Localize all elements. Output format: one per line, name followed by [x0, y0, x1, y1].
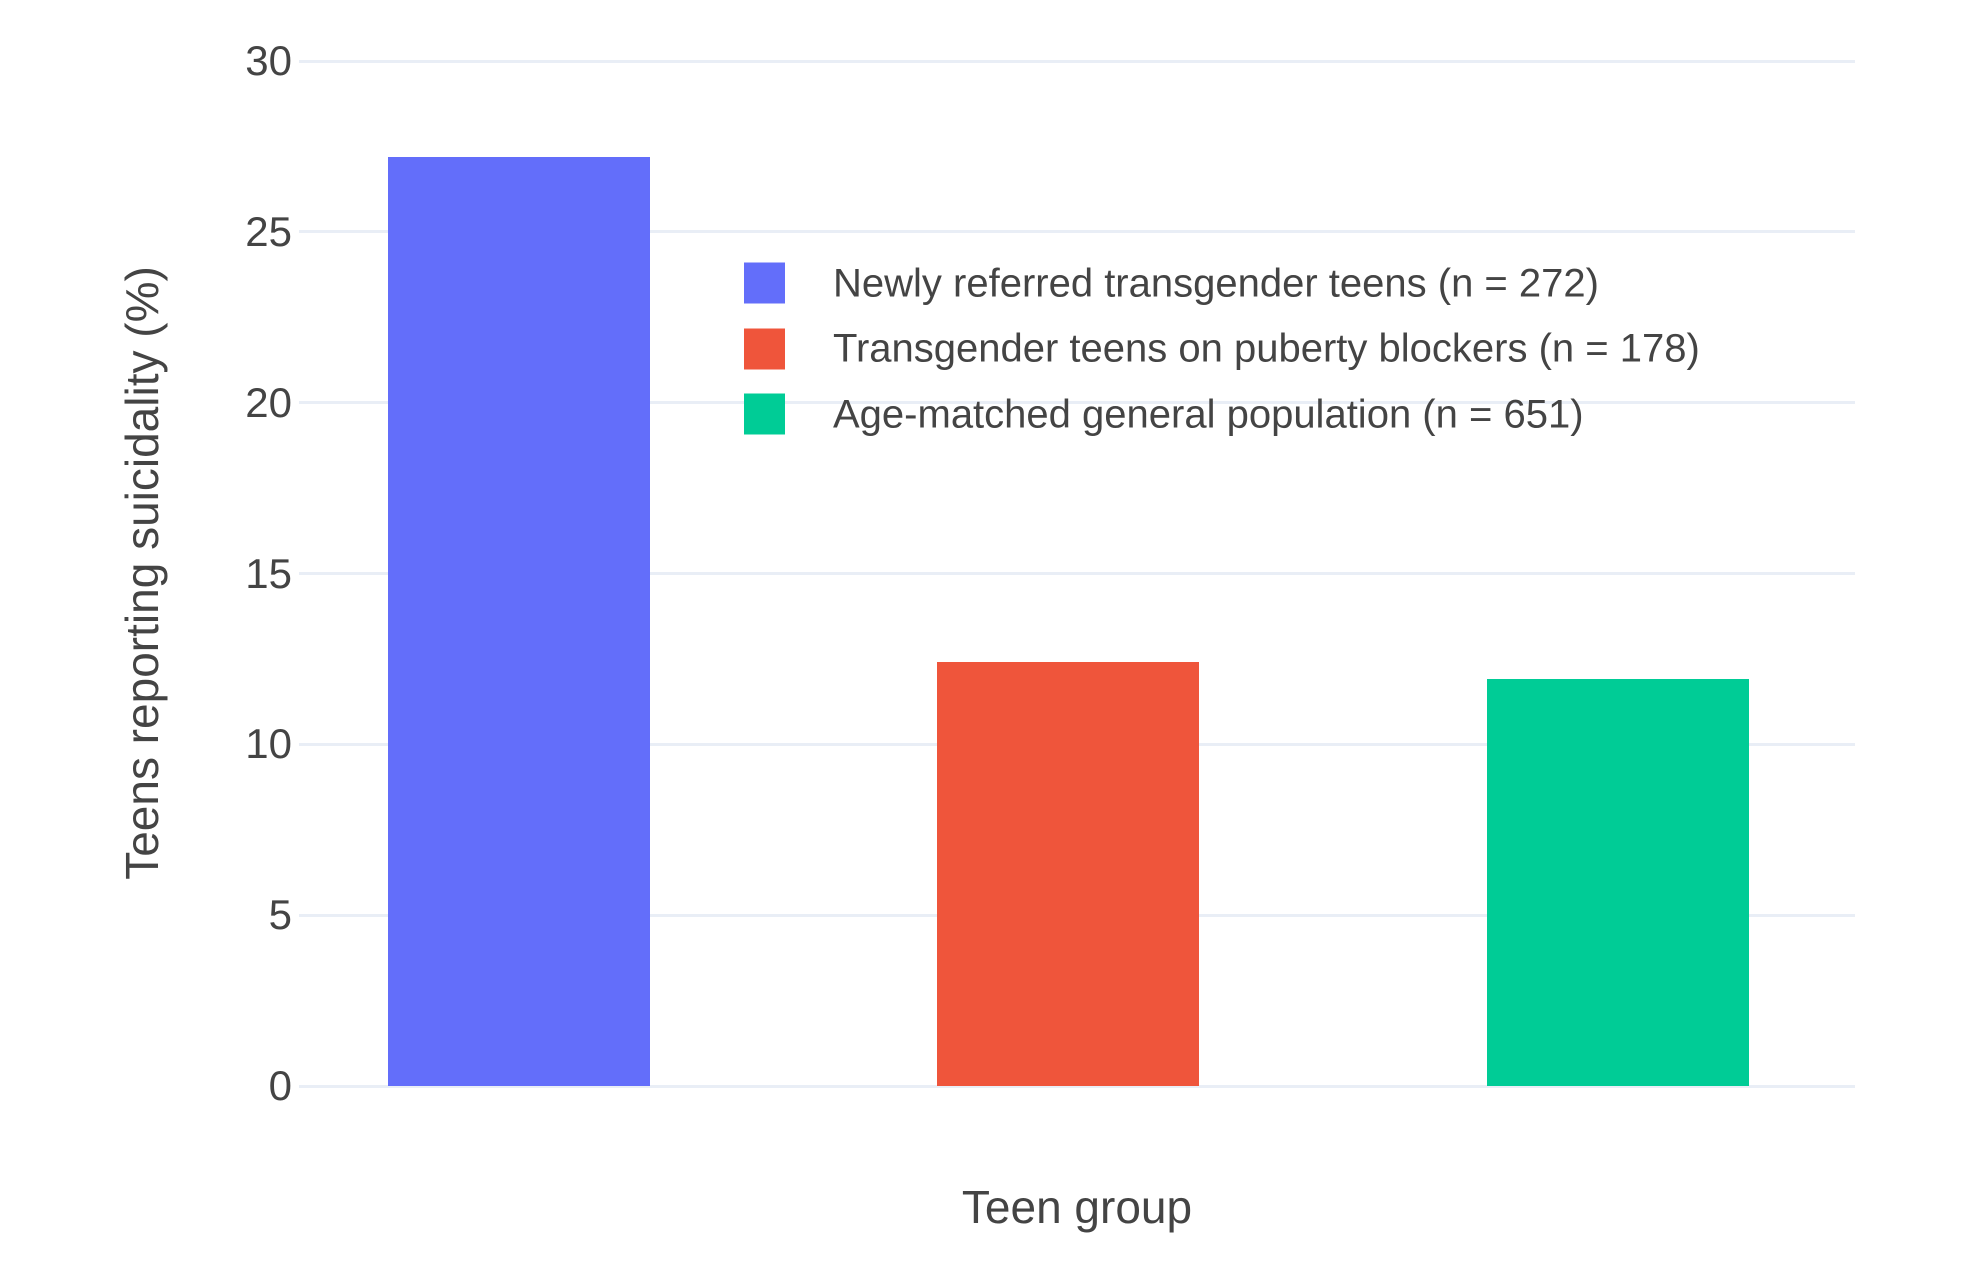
gridline-y-25 [299, 230, 1855, 234]
y-tick-label-25: 25 [245, 207, 292, 255]
bar-1[interactable] [937, 662, 1199, 1086]
y-tick-label-5: 5 [268, 891, 292, 939]
y-tick-label-30: 30 [245, 37, 292, 84]
legend-item-label: Age-matched general population (n = 651) [833, 392, 1584, 436]
bar-2[interactable] [1487, 679, 1749, 1086]
legend-swatch-icon [744, 393, 785, 435]
gridline-y-20 [299, 401, 1855, 405]
legend-item-0[interactable]: Newly referred transgender teens (n = 27… [744, 261, 1599, 305]
legend-item-1[interactable]: Transgender teens on puberty blockers (n… [744, 328, 1700, 369]
legend-item-label: Transgender teens on puberty blockers (n… [833, 326, 1700, 371]
bar-0[interactable] [388, 156, 650, 1086]
y-tick-label-20: 20 [245, 378, 292, 426]
y-tick-label-10: 10 [245, 720, 292, 768]
y-tick-label-15: 15 [245, 549, 292, 597]
legend-swatch-icon [744, 328, 785, 369]
gridline-y-15 [299, 572, 1855, 575]
gridline-y-30 [299, 59, 1855, 63]
legend-item-2[interactable]: Age-matched general population (n = 651) [744, 392, 1584, 436]
legend-swatch-icon [744, 262, 785, 304]
gridline-y-0 [299, 1084, 1855, 1088]
legend-item-label: Newly referred transgender teens (n = 27… [833, 261, 1599, 305]
y-tick-label-0: 0 [268, 1062, 292, 1109]
y-axis-title: Teens reporting suicidality (%) [116, 266, 168, 880]
x-axis-title: Teen group [961, 1181, 1193, 1233]
